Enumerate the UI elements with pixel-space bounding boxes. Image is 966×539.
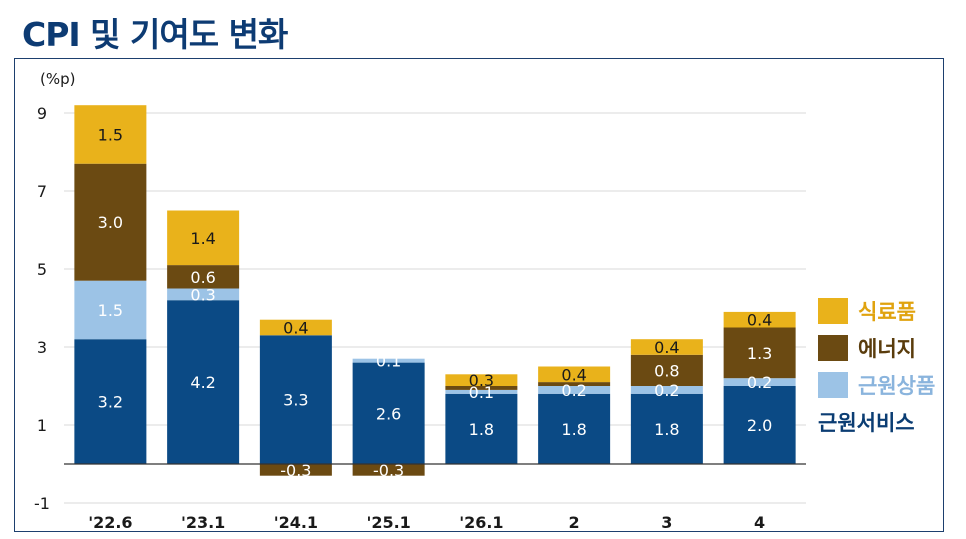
bar-segment <box>723 386 796 464</box>
y-tick-label: 5 <box>37 260 47 279</box>
data-label: 2.6 <box>376 404 401 423</box>
legend-item: 근원서비스 <box>818 407 935 436</box>
bar-segment <box>167 210 240 266</box>
bar-segment <box>167 300 240 464</box>
bar-segment <box>74 105 147 164</box>
bar-segment <box>352 362 425 464</box>
data-label: 0.8 <box>654 361 679 380</box>
data-label: 0.4 <box>283 319 308 338</box>
legend-label: 식료품 <box>858 299 916 324</box>
data-label: 4.2 <box>190 373 215 392</box>
x-tick-label: '26.1 <box>459 513 503 532</box>
bar-segment <box>167 265 240 289</box>
legend-item: 식료품 <box>818 296 935 325</box>
y-tick-label: 7 <box>37 182 47 201</box>
bar-segment <box>352 464 425 476</box>
bar-segment <box>259 319 332 336</box>
data-label: 1.8 <box>469 420 494 439</box>
data-label: 1.5 <box>98 125 123 144</box>
legend-item: 에너지 <box>818 333 935 362</box>
data-label: 0.2 <box>747 373 772 392</box>
legend-label: 근원상품 <box>858 373 936 398</box>
x-tick-label: '25.1 <box>366 513 410 532</box>
data-label: 3.2 <box>98 393 123 412</box>
data-label: 0.3 <box>469 371 494 390</box>
legend-swatch <box>818 334 848 361</box>
legend-label: 에너지 <box>858 336 916 361</box>
legend-label: 근원서비스 <box>818 410 915 435</box>
chart-frame <box>14 58 944 532</box>
bar-segment <box>74 163 147 281</box>
data-label: 1.8 <box>654 420 679 439</box>
y-tick-label: 9 <box>37 104 47 123</box>
data-label: 0.4 <box>747 311 772 330</box>
legend-swatch <box>818 297 848 324</box>
y-unit-label: (%p) <box>40 70 75 88</box>
data-label: 0.2 <box>654 381 679 400</box>
bar-segment <box>167 288 240 301</box>
x-tick-label: '22.6 <box>88 513 132 532</box>
data-label: 0.4 <box>654 338 679 357</box>
bar-segment <box>723 311 796 328</box>
x-tick-label: 3 <box>661 513 672 532</box>
data-label: 0.1 <box>376 352 401 371</box>
bar-segment <box>630 354 703 386</box>
bar-segment <box>259 464 332 476</box>
bar-segment <box>445 389 518 394</box>
bar-segment <box>74 280 147 340</box>
data-label: 2.0 <box>747 416 772 435</box>
bar-segment <box>630 339 703 355</box>
bar-segment <box>723 378 796 386</box>
data-label: 1.8 <box>561 420 586 439</box>
legend-item: 근원상품 <box>818 370 935 399</box>
page-title: CPI 및 기여도 변화 <box>22 15 288 54</box>
bar-segment <box>352 358 425 363</box>
y-tick-label: -1 <box>34 494 50 513</box>
bar-segment <box>630 386 703 394</box>
bar-layer <box>74 105 796 476</box>
data-label: 3.0 <box>98 213 123 232</box>
bar-segment <box>445 393 518 464</box>
label-layer: 3.21.53.01.54.20.30.61.43.3-0.30.42.60.1… <box>98 125 773 479</box>
y-tick-label: 3 <box>37 338 47 357</box>
x-tick-label: 2 <box>569 513 580 532</box>
data-label: 3.3 <box>283 391 308 410</box>
data-label: 1.5 <box>98 301 123 320</box>
data-label: 0.2 <box>561 381 586 400</box>
x-tick-label: '23.1 <box>181 513 225 532</box>
data-label: -0.3 <box>373 461 404 480</box>
legend-swatch <box>818 371 848 398</box>
bar-segment <box>259 335 332 464</box>
bar-segment <box>538 386 611 394</box>
bar-segment <box>538 366 611 383</box>
bar-segment <box>538 393 611 464</box>
data-label: 1.4 <box>190 229 215 248</box>
data-label: 1.3 <box>747 344 772 363</box>
data-label: 0.1 <box>469 383 494 402</box>
bar-segment <box>445 386 518 390</box>
data-label: 0.6 <box>190 268 215 287</box>
data-label: 0.3 <box>190 285 215 304</box>
bar-segment <box>74 339 147 464</box>
y-tick-label: 1 <box>37 416 47 435</box>
bar-segment <box>630 393 703 464</box>
bar-segment <box>538 382 611 386</box>
data-label: -0.3 <box>280 461 311 480</box>
x-tick-label: '24.1 <box>274 513 318 532</box>
x-tick-label: 4 <box>754 513 765 532</box>
axis-layer: (%p) 9 7 5 3 1 -1 '22.6 '23.1 '24.1 '25.1 '26.1 2 3 4 <box>34 70 806 532</box>
data-label: 0.4 <box>561 365 586 384</box>
bar-segment <box>723 327 796 379</box>
bar-segment <box>445 374 518 386</box>
